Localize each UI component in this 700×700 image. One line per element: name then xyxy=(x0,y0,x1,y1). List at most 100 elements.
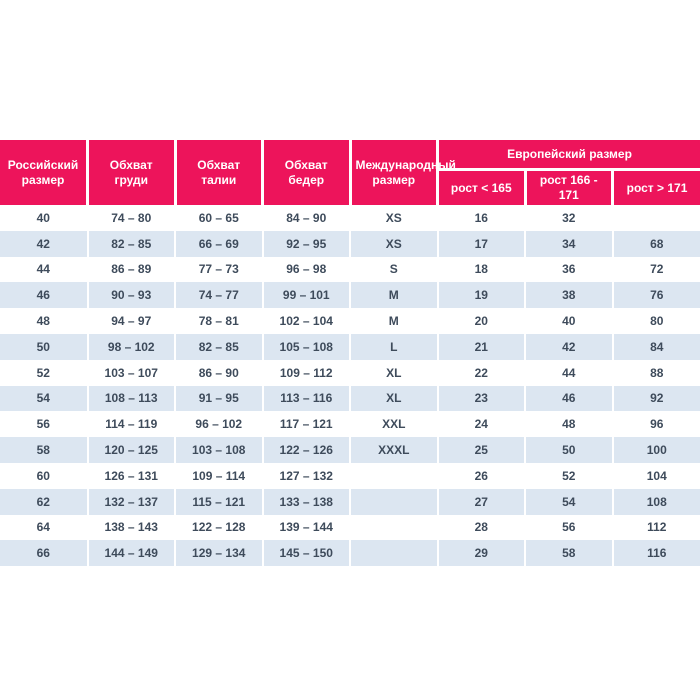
table-cell: 126 – 131 xyxy=(86,462,175,489)
table-cell: M xyxy=(349,282,438,309)
table-cell: 138 – 143 xyxy=(86,514,175,541)
table-cell: 113 – 116 xyxy=(261,385,350,412)
table-cell: 112 xyxy=(611,514,700,541)
table-cell: 74 – 77 xyxy=(174,282,263,309)
header-height-gt-171: рост > 171 xyxy=(611,169,700,205)
table-cell: XL xyxy=(349,359,438,386)
table-cell: 102 – 104 xyxy=(261,308,350,334)
table-cell: 98 – 102 xyxy=(86,333,175,360)
table-cell: 26 xyxy=(436,462,525,489)
table-cell: 18 xyxy=(436,256,525,283)
table-cell: 74 – 80 xyxy=(86,205,175,231)
table-cell: 122 – 126 xyxy=(261,437,350,463)
table-cell: 66 xyxy=(0,540,88,567)
table-cell: 84 – 90 xyxy=(261,205,350,231)
table-cell: 90 – 93 xyxy=(86,282,175,309)
table-row: 42 82 – 85 66 – 69 92 – 95 XS 17 34 68 xyxy=(0,230,700,257)
table-cell: 96 – 98 xyxy=(261,256,350,283)
table-cell: 48 xyxy=(0,308,88,334)
table-cell: 54 xyxy=(0,385,88,412)
table-row: 48 94 – 97 78 – 81 102 – 104 M 20 40 80 xyxy=(0,308,700,334)
table-cell: 52 xyxy=(0,359,88,386)
table-cell: 28 xyxy=(436,514,525,541)
table-cell: 19 xyxy=(436,282,525,309)
table-cell: L xyxy=(349,333,438,360)
table-cell: 100 xyxy=(611,437,700,463)
table-cell: 103 – 107 xyxy=(86,359,175,386)
table-cell: 48 xyxy=(524,411,613,438)
header-international-size: Международный размер xyxy=(348,140,456,205)
table-cell: 109 – 112 xyxy=(261,359,350,386)
table-cell: 116 xyxy=(611,540,700,567)
table-cell: 58 xyxy=(524,540,613,567)
header-height-lt-165: рост < 165 xyxy=(436,169,525,205)
table-cell: 86 – 89 xyxy=(86,256,175,283)
table-cell: 44 xyxy=(524,359,613,386)
table-cell: 88 xyxy=(611,359,700,386)
table-row: 62 132 – 137 115 – 121 133 – 138 27 54 108 xyxy=(0,488,700,515)
table-cell: 129 – 134 xyxy=(174,540,263,567)
table-cell: 32 xyxy=(524,205,613,231)
table-cell: 145 – 150 xyxy=(261,540,350,567)
table-row: 66 144 – 149 129 – 134 145 – 150 29 58 116 xyxy=(0,540,700,567)
table-cell: 40 xyxy=(0,205,88,231)
table-cell: 99 – 101 xyxy=(261,282,350,309)
table-cell xyxy=(611,205,700,231)
table-cell: 120 – 125 xyxy=(86,437,175,463)
table-cell: 50 xyxy=(524,437,613,463)
header-chest: Обхват груди xyxy=(86,140,175,205)
table-cell: 66 – 69 xyxy=(174,230,263,257)
table-cell: 127 – 132 xyxy=(261,462,350,489)
table-row: 54 108 – 113 91 – 95 113 – 116 XL 23 46 92 xyxy=(0,385,700,412)
table-cell: 105 – 108 xyxy=(261,333,350,360)
table-cell: XL xyxy=(349,385,438,412)
table-cell: 104 xyxy=(611,462,700,489)
header-height-166-171: рост 166 - 171 xyxy=(523,169,613,205)
header-waist: Обхват талии xyxy=(173,140,263,205)
table-cell: XXL xyxy=(349,411,438,438)
table-row: 50 98 – 102 82 – 85 105 – 108 L 21 42 84 xyxy=(0,333,700,360)
table-cell: 82 – 85 xyxy=(86,230,175,257)
table-cell: 50 xyxy=(0,333,88,360)
table-cell: 80 xyxy=(611,308,700,334)
table-cell: 42 xyxy=(0,230,88,257)
table-cell: 82 – 85 xyxy=(174,333,263,360)
table-cell: 25 xyxy=(436,437,525,463)
table-cell: 133 – 138 xyxy=(261,488,350,515)
table-cell: XS xyxy=(349,230,438,257)
table-cell: 44 xyxy=(0,256,88,283)
table-cell: 96 xyxy=(611,411,700,438)
table-cell: 109 – 114 xyxy=(174,462,263,489)
table-cell: 103 – 108 xyxy=(174,437,263,463)
table-row: 52 103 – 107 86 – 90 109 – 112 XL 22 44 88 xyxy=(0,359,700,386)
table-cell: 38 xyxy=(524,282,613,309)
size-chart-body: 40 74 – 80 60 – 65 84 – 90 XS 16 32 42 82 – 85 66… xyxy=(0,205,700,567)
size-chart-table: Российский размер Обхват груди Обхват та… xyxy=(0,140,700,567)
header-european-size-group: Европейский размер xyxy=(436,140,700,171)
table-cell: 76 xyxy=(611,282,700,309)
table-cell: 52 xyxy=(524,462,613,489)
table-cell: 144 – 149 xyxy=(86,540,175,567)
table-cell xyxy=(349,514,438,541)
table-cell: 92 – 95 xyxy=(261,230,350,257)
table-cell xyxy=(349,462,438,489)
table-cell: 42 xyxy=(524,333,613,360)
table-row: 40 74 – 80 60 – 65 84 – 90 XS 16 32 xyxy=(0,205,700,231)
table-cell: 96 – 102 xyxy=(174,411,263,438)
table-cell: 46 xyxy=(0,282,88,309)
table-cell: 72 xyxy=(611,256,700,283)
table-cell: 139 – 144 xyxy=(261,514,350,541)
table-cell: S xyxy=(349,256,438,283)
table-cell: 22 xyxy=(436,359,525,386)
table-cell: 122 – 128 xyxy=(174,514,263,541)
table-row: 60 126 – 131 109 – 114 127 – 132 26 52 104 xyxy=(0,462,700,489)
table-cell: 58 xyxy=(0,437,88,463)
table-cell: 84 xyxy=(611,333,700,360)
table-cell: 23 xyxy=(436,385,525,412)
table-cell: 115 – 121 xyxy=(174,488,263,515)
table-cell: 108 – 113 xyxy=(86,385,175,412)
table-cell: 132 – 137 xyxy=(86,488,175,515)
table-cell: 46 xyxy=(524,385,613,412)
table-cell: 27 xyxy=(436,488,525,515)
